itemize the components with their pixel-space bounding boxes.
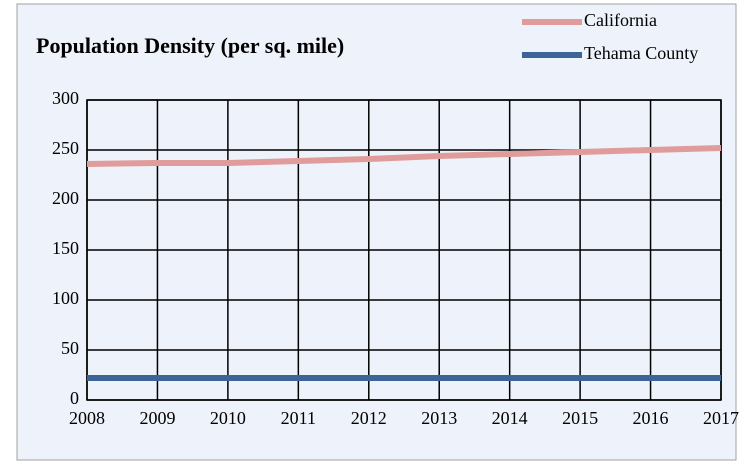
chart-background	[16, 3, 737, 461]
y-tick-label: 150	[52, 238, 79, 258]
y-tick-label: 100	[52, 288, 79, 308]
chart-title: Population Density (per sq. mile)	[36, 33, 344, 58]
y-tick-label: 300	[52, 88, 79, 108]
x-tick-label: 2014	[492, 408, 528, 428]
y-tick-label: 0	[70, 388, 79, 408]
y-tick-label: 200	[52, 188, 79, 208]
legend-label: Tehama County	[584, 43, 698, 63]
x-tick-label: 2009	[139, 408, 175, 428]
legend-label: California	[584, 10, 657, 30]
x-tick-label: 2012	[351, 408, 387, 428]
plot-border	[86, 99, 722, 401]
series-line	[86, 145, 722, 167]
x-tick-label: 2011	[281, 408, 316, 428]
x-tick-label: 2017	[703, 408, 739, 428]
y-tick-label: 250	[52, 138, 79, 158]
x-tick-label: 2013	[421, 408, 457, 428]
x-tick-label: 2010	[210, 408, 246, 428]
x-tick-label: 2016	[633, 408, 669, 428]
x-tick-label: 2008	[69, 408, 105, 428]
y-tick-label: 50	[61, 338, 79, 358]
x-tick-label: 2015	[562, 408, 598, 428]
